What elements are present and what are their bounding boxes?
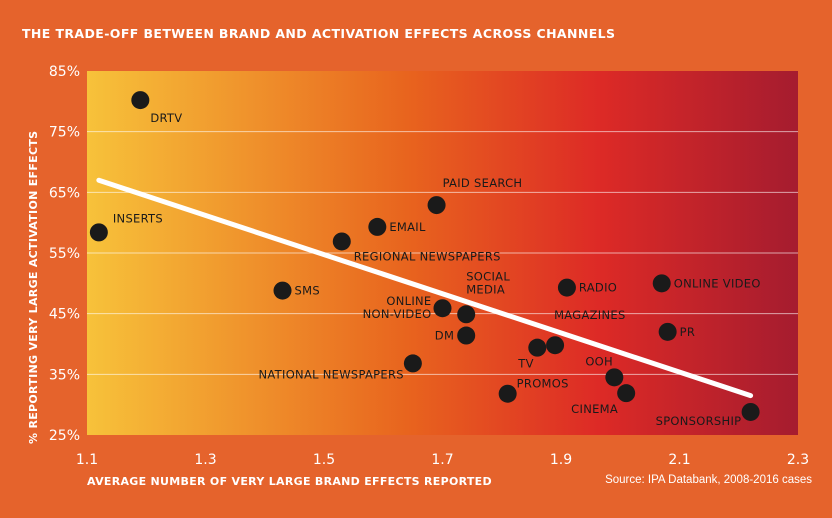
point-label: RADIO — [579, 281, 617, 295]
y-tick-label: 35% — [49, 367, 80, 383]
data-point — [528, 338, 547, 357]
data-point — [457, 305, 476, 324]
y-tick-label: 65% — [49, 185, 80, 201]
data-point — [403, 354, 422, 373]
point-label: PAID SEARCH — [443, 176, 523, 190]
data-point — [498, 384, 517, 403]
trend-line — [96, 177, 754, 399]
point-label: DM — [435, 329, 454, 343]
data-point — [605, 368, 624, 387]
point-label: TV — [517, 357, 534, 371]
x-axis-label: AVERAGE NUMBER OF VERY LARGE BRAND EFFEC… — [87, 475, 492, 488]
y-tick-label: 45% — [49, 307, 80, 323]
point-label: INSERTS — [113, 211, 163, 225]
x-tick-label: 2.1 — [668, 452, 690, 468]
data-point — [427, 196, 446, 215]
point-label: NATIONAL NEWSPAPERS — [259, 367, 404, 381]
data-point — [89, 223, 108, 242]
y-tick-label: 85% — [49, 64, 80, 80]
data-points — [89, 91, 760, 421]
data-point — [546, 336, 565, 355]
point-label: REGIONAL NEWSPAPERS — [354, 249, 501, 263]
y-axis-ticks: 85% 75% 65% 55% 45% 35% 25% — [49, 64, 80, 444]
point-labels: DRTV INSERTS PAID SEARCH EMAIL REGIONAL NEWS… — [113, 111, 761, 428]
data-point — [557, 278, 576, 297]
x-tick-label: 1.3 — [194, 452, 216, 468]
data-point — [652, 274, 671, 293]
x-axis-ticks: 1.1 1.3 1.5 1.7 1.9 2.1 2.3 — [76, 452, 809, 468]
point-label: PR — [680, 325, 696, 339]
x-tick-label: 1.9 — [550, 452, 572, 468]
x-tick-label: 2.3 — [787, 452, 809, 468]
point-label: SOCIAL MEDIA — [466, 269, 510, 296]
point-label: SPONSORSHIP — [656, 414, 742, 428]
y-tick-label: 75% — [49, 125, 80, 141]
point-label: PROMOS — [517, 377, 569, 391]
source-note: Source: IPA Databank, 2008-2016 cases — [605, 474, 812, 486]
data-point — [457, 326, 476, 345]
y-tick-label: 25% — [49, 428, 80, 444]
point-label: ONLINE VIDEO — [674, 276, 761, 290]
point-label: DRTV — [150, 111, 182, 125]
x-tick-label: 1.7 — [431, 452, 453, 468]
data-point — [273, 281, 292, 300]
data-point — [617, 384, 636, 403]
x-tick-label: 1.5 — [313, 452, 335, 468]
point-label: CINEMA — [571, 402, 618, 416]
data-point — [332, 232, 351, 251]
data-point — [741, 402, 760, 421]
chart-title: THE TRADE-OFF BETWEEN BRAND AND ACTIVATI… — [22, 26, 616, 41]
point-label: OOH — [585, 354, 613, 368]
grid-lines — [87, 131, 798, 375]
x-tick-label: 1.1 — [76, 452, 98, 468]
point-label: EMAIL — [389, 220, 426, 234]
point-label: SMS — [295, 284, 320, 298]
data-point — [658, 322, 677, 341]
y-axis-label: % REPORTING VERY LARGE ACTIVATION EFFECT… — [27, 131, 40, 444]
data-point — [368, 217, 387, 236]
point-label: MAGAZINES — [554, 308, 626, 322]
data-point — [433, 299, 452, 318]
data-point — [131, 91, 150, 110]
point-label: ONLINE NON-VIDEO — [363, 294, 432, 321]
y-tick-label: 55% — [49, 246, 80, 262]
